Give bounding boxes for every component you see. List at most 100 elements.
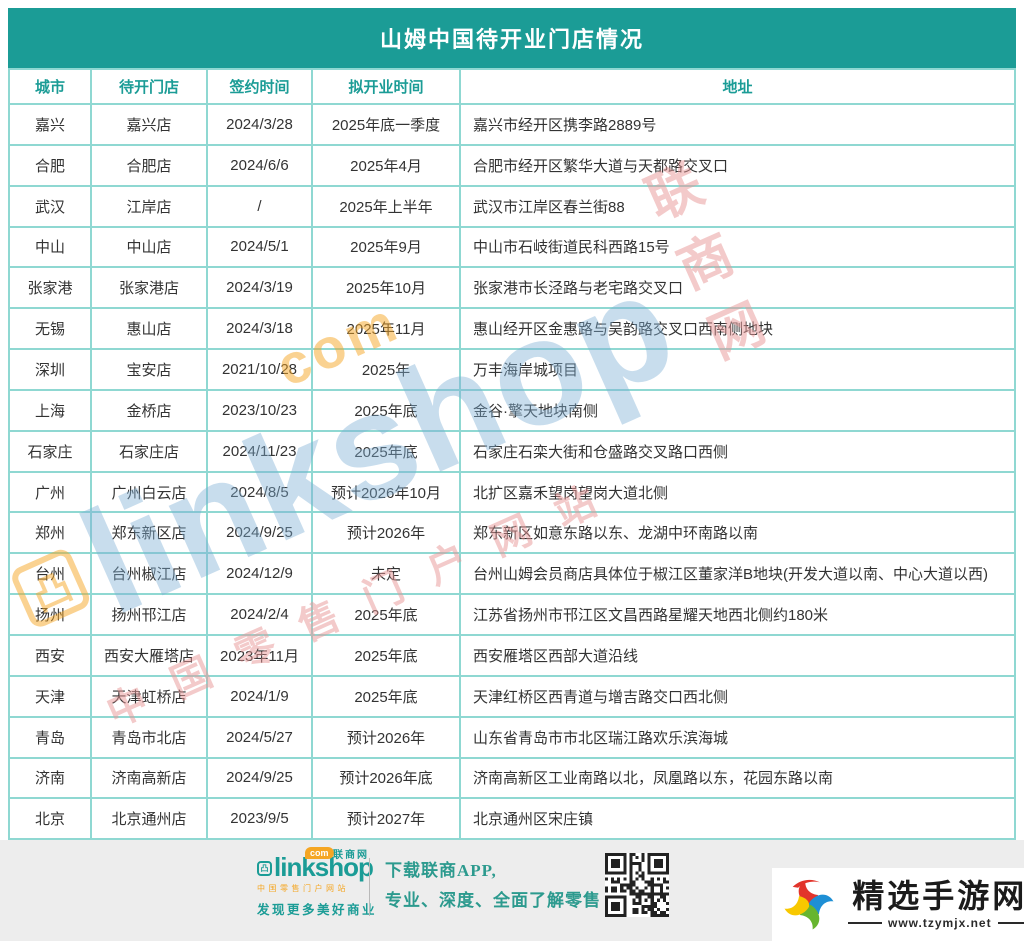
- cell-city: 嘉兴: [8, 103, 92, 146]
- linkshop-sub-text: 中国零售门户网站: [257, 884, 349, 893]
- table-row: 济南 济南高新店 2024/9/25 预计2026年底 济南高新区工业南路以北，凤凰路以…: [8, 756, 1016, 800]
- cell-address: 万丰海岸城项目: [459, 348, 1016, 391]
- cell-open-date: 预计2026年: [311, 511, 461, 555]
- cell-store: 嘉兴店: [90, 103, 208, 146]
- table-row: 无锡 惠山店 2024/3/18 2025年11月 惠山经开区金惠路与吴韵路交叉口西南侧…: [8, 307, 1016, 351]
- cell-sign-date: 2024/6/6: [206, 143, 313, 187]
- cell-sign-date: 2024/5/1: [206, 225, 313, 269]
- cell-sign-date: 2024/5/27: [206, 715, 313, 759]
- cell-sign-date: 2024/3/19: [206, 266, 313, 310]
- cell-sign-date: 2021/10/28: [206, 348, 313, 391]
- cell-store: 济南高新店: [90, 756, 208, 800]
- cell-sign-date: 2024/8/5: [206, 470, 313, 514]
- cell-address: 北京通州区宋庄镇: [459, 797, 1016, 841]
- cell-store: 金桥店: [90, 388, 208, 432]
- cell-city: 中山: [8, 225, 92, 269]
- app-promo-text: 下载联商APP, 专业、深度、全面了解零售: [385, 856, 601, 916]
- table-row: 北京 北京通州店 2023/9/5 预计2027年 北京通州区宋庄镇: [8, 797, 1016, 841]
- partner-logo-card: 精选手游网 www.tzymjx.net: [772, 868, 1024, 941]
- cell-address: 武汉市江岸区春兰街88: [459, 184, 1016, 228]
- cell-sign-date: 2024/1/9: [206, 674, 313, 718]
- cell-store: 江岸店: [90, 184, 208, 228]
- column-header-open-date: 拟开业时间: [311, 68, 461, 105]
- table-row: 青岛 青岛市北店 2024/5/27 预计2026年 山东省青岛市市北区瑞江路欢乐滨海城: [8, 715, 1016, 759]
- cell-open-date: 预计2026年10月: [311, 470, 461, 514]
- cell-store: 广州白云店: [90, 470, 208, 514]
- linkshop-logo-row: 凸 linkshop com 联商网: [257, 847, 374, 880]
- cell-store: 合肥店: [90, 143, 208, 187]
- cell-city: 扬州: [8, 593, 92, 636]
- app-promo-line1: 下载联商APP,: [385, 861, 497, 880]
- cell-store: 宝安店: [90, 348, 208, 391]
- cell-open-date: 预计2026年底: [311, 756, 461, 800]
- cell-sign-date: 2023/9/5: [206, 797, 313, 841]
- linkshop-logo-icon: 凸: [257, 861, 272, 876]
- table-row: 台州 台州椒江店 2024/12/9 未定 台州山姆会员商店具体位于椒江区董家洋B地块(…: [8, 552, 1016, 596]
- cell-open-date: 2025年4月: [311, 143, 461, 187]
- cell-address: 天津红桥区西青道与增吉路交口西北侧: [459, 674, 1016, 718]
- cell-city: 台州: [8, 552, 92, 596]
- cell-city: 武汉: [8, 184, 92, 228]
- cell-city: 天津: [8, 674, 92, 718]
- cell-address: 北扩区嘉禾望岗望岗大道北侧: [459, 470, 1016, 514]
- cell-city: 西安: [8, 633, 92, 677]
- cell-address: 中山市石岐街道民科西路15号: [459, 225, 1016, 269]
- cell-open-date: 2025年: [311, 348, 461, 391]
- partner-text-block: 精选手游网 www.tzymjx.net: [842, 878, 1024, 931]
- cell-open-date: 2025年9月: [311, 225, 461, 269]
- cell-store: 郑东新区店: [90, 511, 208, 555]
- table-row: 上海 金桥店 2023/10/23 2025年底 金谷·擎天地块南侧: [8, 388, 1016, 432]
- cell-open-date: 2025年底一季度: [311, 103, 461, 146]
- footer: 凸 linkshop com 联商网 中国零售门户网站 发现更多美好商业 下载联…: [0, 840, 1024, 941]
- cell-address: 台州山姆会员商店具体位于椒江区董家洋B地块(开发大道以南、中心大道以西): [459, 552, 1016, 596]
- column-header-address: 地址: [459, 68, 1016, 105]
- cell-city: 郑州: [8, 511, 92, 555]
- cell-open-date: 2025年底: [311, 388, 461, 432]
- cell-city: 张家港: [8, 266, 92, 310]
- cell-store: 台州椒江店: [90, 552, 208, 596]
- cell-sign-date: 2024/3/18: [206, 307, 313, 351]
- cell-store: 张家港店: [90, 266, 208, 310]
- cell-sign-date: 2024/12/9: [206, 552, 313, 596]
- cell-sign-date: /: [206, 184, 313, 228]
- cell-open-date: 2025年底: [311, 593, 461, 636]
- cell-store: 西安大雁塔店: [90, 633, 208, 677]
- linkshop-com-badge: com: [305, 847, 334, 859]
- cell-sign-date: 2024/2/4: [206, 593, 313, 636]
- url-dash-right: [997, 922, 1024, 925]
- cell-store: 惠山店: [90, 307, 208, 351]
- table-row: 深圳 宝安店 2021/10/28 2025年 万丰海岸城项目: [8, 348, 1016, 391]
- cell-city: 石家庄: [8, 429, 92, 473]
- cell-address: 金谷·擎天地块南侧: [459, 388, 1016, 432]
- header-row: 城市 待开门店 签约时间 拟开业时间 地址: [8, 68, 1016, 105]
- cell-store: 北京通州店: [90, 797, 208, 841]
- cell-address: 嘉兴市经开区携李路2889号: [459, 103, 1016, 146]
- cell-open-date: 预计2027年: [311, 797, 461, 841]
- cell-store: 扬州邗江店: [90, 593, 208, 636]
- cell-city: 广州: [8, 470, 92, 514]
- cell-open-date: 2025年底: [311, 674, 461, 718]
- cell-sign-date: 2024/9/25: [206, 511, 313, 555]
- cell-store: 天津虹桥店: [90, 674, 208, 718]
- cell-address: 济南高新区工业南路以北，凤凰路以东，花园东路以南: [459, 756, 1016, 800]
- column-header-city: 城市: [8, 68, 92, 105]
- table-row: 张家港 张家港店 2024/3/19 2025年10月 张家港市长泾路与老宅路交叉口: [8, 266, 1016, 310]
- url-dash-left: [848, 922, 882, 925]
- cell-sign-date: 2024/9/25: [206, 756, 313, 800]
- cell-store: 青岛市北店: [90, 715, 208, 759]
- table-row: 中山 中山店 2024/5/1 2025年9月 中山市石岐街道民科西路15号: [8, 225, 1016, 269]
- cell-store: 中山店: [90, 225, 208, 269]
- cell-open-date: 2025年底: [311, 633, 461, 677]
- cell-city: 合肥: [8, 143, 92, 187]
- cell-address: 惠山经开区金惠路与吴韵路交叉口西南侧地块: [459, 307, 1016, 351]
- app-promo-line2: 专业、深度、全面了解零售: [385, 891, 601, 910]
- table-row: 西安 西安大雁塔店 2023年11月 2025年底 西安雁塔区西部大道沿线: [8, 633, 1016, 677]
- partner-url-text: www.tzymjx.net: [888, 916, 992, 931]
- cell-open-date: 2025年底: [311, 429, 461, 473]
- cell-address: 山东省青岛市市北区瑞江路欢乐滨海城: [459, 715, 1016, 759]
- linkshop-slogan: 发现更多美好商业: [257, 903, 378, 917]
- table-row: 郑州 郑东新区店 2024/9/25 预计2026年 郑东新区如意东路以东、龙湖中环南路…: [8, 511, 1016, 555]
- cell-sign-date: 2024/11/23: [206, 429, 313, 473]
- table-title: 山姆中国待开业门店情况: [8, 8, 1016, 68]
